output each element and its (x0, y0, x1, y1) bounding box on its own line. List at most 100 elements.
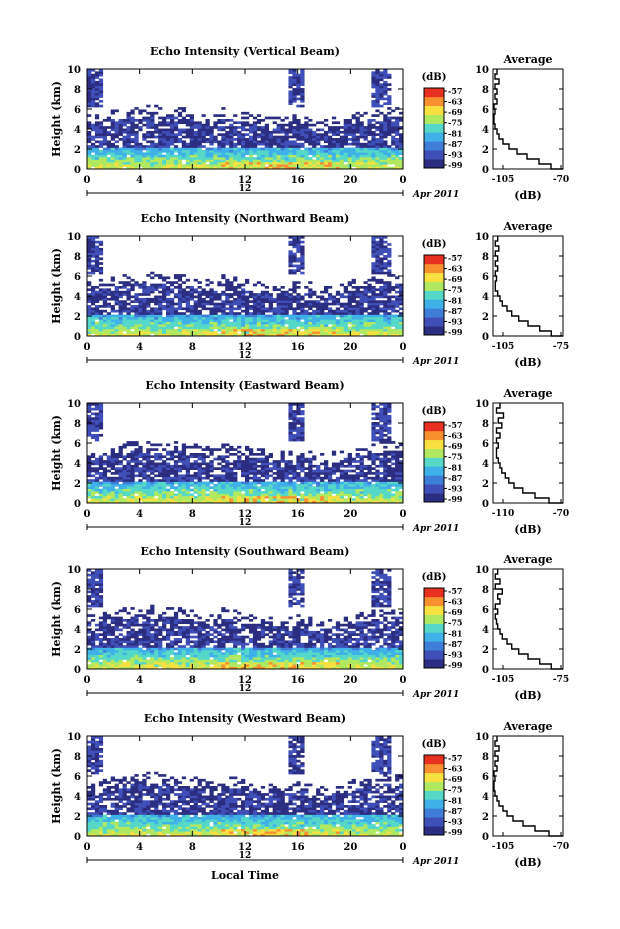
heatmap-cell (280, 321, 285, 325)
heatmap-cell (213, 448, 218, 451)
heatmap-cell (205, 149, 210, 153)
heatmap-cell (122, 479, 127, 482)
heatmap-cell (256, 457, 262, 461)
heatmap-cell (173, 333, 179, 337)
heatmap-cell (320, 164, 325, 167)
heatmap-cell (173, 324, 179, 327)
heatmap-cell (264, 133, 269, 136)
heatmap-cell (347, 319, 352, 323)
heatmap-cell (260, 147, 266, 151)
heatmap-cell (94, 479, 100, 482)
heatmap-cell (173, 472, 179, 475)
heatmap-cell (260, 149, 266, 153)
heatmap-cell (122, 302, 127, 306)
heatmap-cell (181, 274, 187, 277)
heatmap-cell (387, 250, 392, 253)
heatmap-cell (395, 326, 400, 330)
heatmap-cell (316, 495, 321, 499)
heatmap-cell (304, 331, 309, 334)
heatmap-cell (308, 128, 313, 132)
heatmap-cell (154, 331, 159, 334)
heatmap-cell (197, 491, 202, 494)
heatmap-cell (245, 481, 250, 485)
heatmap-cell (296, 243, 301, 246)
heatmap-cell (256, 295, 262, 299)
heatmap-cell (245, 149, 250, 153)
heatmap-cell (260, 307, 266, 311)
heatmap-cell (331, 328, 337, 332)
heatmap-cell (213, 121, 218, 125)
heatmap-cell (87, 486, 92, 490)
heatmap-cell (102, 295, 108, 299)
heatmap-cell (197, 488, 202, 492)
heatmap-cell (225, 448, 230, 451)
heatmap-cell (130, 121, 135, 125)
heatmap-cell (94, 104, 100, 108)
x-tick-label: 8 (189, 175, 196, 186)
heatmap-cell (292, 486, 297, 490)
heatmap-cell (229, 316, 234, 320)
heatmap-cell (229, 331, 234, 334)
heatmap-cell (300, 264, 305, 268)
heatmap-cell (391, 109, 396, 113)
heatmap-cell (304, 149, 309, 153)
heatmap-cell (371, 300, 376, 303)
heatmap-cell (126, 307, 131, 311)
heatmap-cell (169, 326, 175, 330)
heatmap-cell (276, 312, 281, 315)
heatmap-cell (371, 293, 376, 296)
heatmap-cell (288, 319, 293, 323)
heatmap-cell (201, 293, 206, 296)
heatmap-cell (256, 135, 262, 139)
heatmap-cell (154, 324, 159, 327)
x-tick-label: 16 (291, 342, 305, 353)
heatmap-cell (383, 288, 388, 292)
heatmap-cell (375, 78, 380, 82)
heatmap-cell (252, 464, 258, 468)
heatmap-cell (268, 469, 273, 473)
heatmap-cell (359, 290, 364, 294)
heatmap-cell (221, 319, 226, 323)
heatmap-cell (90, 149, 96, 153)
heatmap-cell (217, 493, 222, 497)
heatmap-cell (158, 121, 163, 125)
heatmap-cell (150, 469, 155, 473)
heatmap-cell (94, 316, 100, 320)
heatmap-cell (391, 138, 396, 141)
heatmap-cell (256, 469, 262, 473)
heatmap-cell (252, 328, 258, 332)
heatmap-cell (343, 123, 348, 127)
y-tick-label: 0 (74, 165, 81, 176)
heatmap-cell (308, 281, 313, 284)
heatmap-cell (185, 460, 190, 463)
heatmap-cell (379, 76, 384, 79)
heatmap-cell (110, 133, 115, 136)
heatmap-cell (217, 149, 222, 153)
heatmap-cell (375, 152, 380, 156)
heatmap-cell (181, 140, 187, 144)
heatmap-cell (189, 128, 194, 132)
heatmap-cell (248, 331, 254, 334)
heatmap-cell (347, 281, 352, 284)
heatmap-cell (288, 328, 293, 332)
heatmap-cell (371, 457, 376, 461)
heatmap-cell (114, 498, 119, 501)
heatmap-cell (367, 121, 372, 125)
heatmap-cell (177, 159, 183, 163)
heatmap-cell (134, 295, 139, 299)
heatmap-cell (122, 445, 127, 449)
heatmap-cell (94, 252, 100, 256)
heatmap-cell (87, 259, 92, 263)
heatmap-cell (312, 166, 317, 170)
heatmap-cell (245, 500, 250, 504)
heatmap-cell (363, 328, 368, 332)
heatmap-cell (335, 309, 341, 313)
heatmap-cell (292, 252, 297, 256)
heatmap-cell (94, 92, 100, 96)
heatmap-cell (177, 488, 183, 492)
heatmap-cell (375, 309, 380, 313)
heatmap-cell (217, 488, 222, 492)
heatmap-cell (106, 164, 111, 167)
heatmap-cell (221, 486, 226, 490)
heatmap-cell (312, 328, 317, 332)
